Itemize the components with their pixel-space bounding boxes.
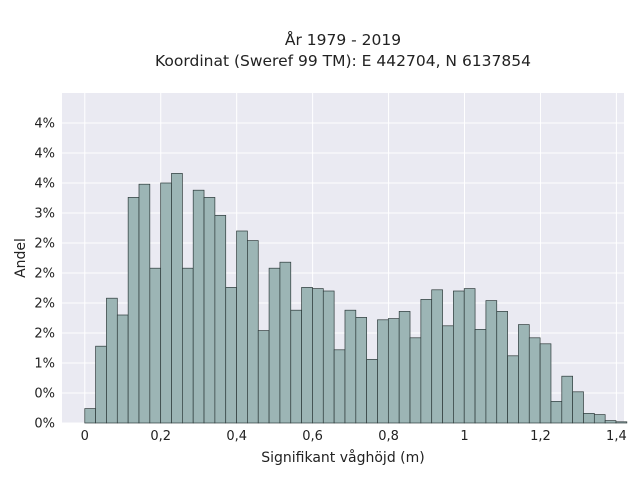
histogram-bar (453, 290, 465, 424)
y-tick-label: 2% (34, 237, 55, 252)
histogram-bar (127, 197, 140, 424)
histogram-bar (485, 300, 498, 424)
histogram-bar (333, 349, 346, 424)
histogram-bar (192, 189, 205, 424)
y-tick-label: 3% (34, 207, 55, 222)
y-tick-label: 2% (34, 327, 55, 342)
histogram-bar (160, 182, 172, 424)
histogram-bar (290, 309, 302, 424)
histogram-bar (84, 408, 96, 424)
histogram-bars (84, 173, 628, 424)
histogram-bar (463, 288, 476, 424)
y-tick-label: 0% (34, 387, 55, 402)
histogram-bar (236, 230, 248, 424)
y-tick-label: 4% (34, 117, 55, 132)
histogram-bar (496, 311, 508, 424)
histogram-bar (377, 319, 389, 424)
x-tick-label: 1,2 (530, 429, 551, 444)
histogram-bar (615, 421, 628, 424)
histogram-bar (572, 391, 584, 424)
histogram-bar (214, 215, 227, 424)
histogram-bar (409, 337, 422, 424)
chart-title: År 1979 - 2019 Koordinat (Sweref 99 TM):… (155, 30, 531, 70)
histogram-bar (268, 267, 281, 424)
x-tick-label: 0,6 (302, 429, 323, 444)
y-tick-label: 2% (34, 297, 55, 312)
y-axis-title: Andel (13, 238, 29, 278)
x-tick-label: 0,4 (226, 429, 247, 444)
y-axis-ticks: 0% 0% 1% 2% 2% 2% 2% 3% 4% 4% 4% (34, 117, 55, 432)
x-axis-ticks: 0 0,2 0,4 0,6 0,8 1 1,2 1,4 (81, 429, 627, 444)
histogram-bar (312, 288, 324, 424)
histogram-bar (203, 197, 216, 424)
x-tick-label: 1 (460, 429, 468, 444)
chart-title-line-1: År 1979 - 2019 (285, 30, 401, 49)
y-tick-label: 4% (34, 177, 55, 192)
histogram-bar (583, 413, 595, 424)
histogram-bar (528, 337, 541, 424)
histogram-bar (301, 287, 313, 424)
histogram-bar (247, 240, 259, 424)
histogram-bar (171, 173, 183, 424)
histogram-bar (106, 297, 118, 424)
histogram-bar (442, 325, 454, 424)
histogram-bar (322, 290, 335, 424)
histogram-bar (182, 267, 194, 424)
histogram-bar (420, 299, 433, 424)
x-axis-title: Signifikant våghöjd (m) (261, 449, 424, 466)
histogram-bar (387, 318, 400, 424)
histogram-bar (366, 359, 378, 424)
histogram-bar (355, 317, 368, 424)
histogram-bar (518, 324, 530, 424)
histogram-bar (149, 267, 162, 424)
histogram-bar (398, 311, 411, 424)
histogram-bar (604, 420, 617, 424)
y-tick-label: 4% (34, 147, 55, 162)
histogram-bar (474, 329, 487, 424)
y-tick-label: 0% (34, 417, 55, 432)
histogram-bar (138, 183, 151, 424)
histogram-bar (257, 330, 270, 424)
histogram-bar (116, 314, 129, 424)
histogram-bar (225, 287, 237, 424)
x-tick-label: 0,2 (150, 429, 171, 444)
chart-title-line-2: Koordinat (Sweref 99 TM): E 442704, N 61… (155, 52, 531, 70)
x-tick-label: 0,8 (378, 429, 399, 444)
histogram-bar (95, 345, 107, 424)
histogram-bar (344, 309, 357, 424)
histogram-bar (431, 289, 443, 424)
histogram-bar (507, 355, 519, 424)
x-tick-label: 1,4 (606, 429, 627, 444)
histogram-bar (550, 401, 563, 424)
y-tick-label: 2% (34, 267, 55, 282)
x-tick-label: 0 (81, 429, 89, 444)
histogram-bar (561, 375, 573, 424)
histogram-bar (539, 343, 552, 424)
y-tick-label: 1% (34, 357, 55, 372)
histogram-bar (279, 261, 292, 424)
histogram-bar (593, 414, 606, 424)
